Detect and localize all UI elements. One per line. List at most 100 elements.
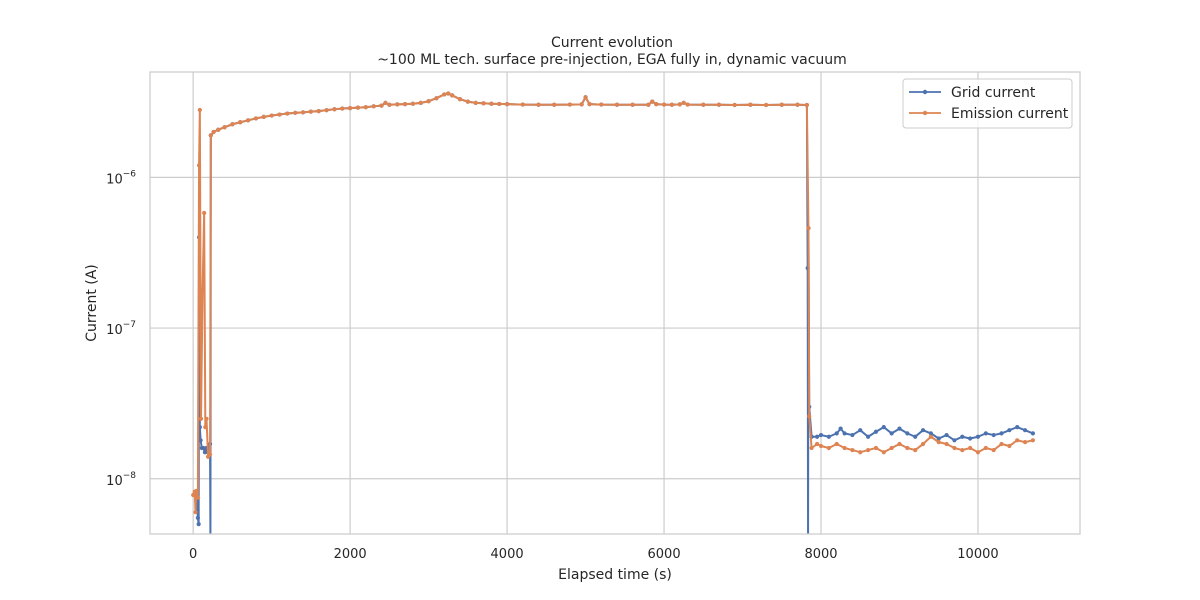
data-point bbox=[889, 431, 894, 436]
grid bbox=[150, 72, 1080, 534]
data-point bbox=[1007, 428, 1012, 433]
data-point bbox=[889, 445, 894, 451]
data-point bbox=[814, 434, 820, 439]
data-point bbox=[1022, 428, 1028, 433]
data-point bbox=[826, 434, 831, 439]
data-point bbox=[202, 450, 208, 455]
data-point bbox=[732, 102, 737, 108]
data-point bbox=[402, 102, 408, 107]
data-point bbox=[905, 431, 910, 436]
y-tick-exponent: −8 bbox=[123, 471, 137, 481]
data-point bbox=[685, 102, 690, 107]
data-point bbox=[418, 100, 423, 105]
data-point bbox=[928, 431, 933, 436]
data-point bbox=[201, 445, 206, 451]
plot-frame bbox=[149, 71, 1081, 535]
data-point bbox=[960, 447, 965, 453]
data-point bbox=[504, 102, 510, 107]
y-tick-label: 10−6 bbox=[106, 169, 136, 187]
data-point bbox=[363, 105, 368, 110]
y-tick-base: 10 bbox=[106, 474, 123, 489]
data-point bbox=[944, 432, 949, 438]
data-point bbox=[208, 133, 213, 138]
data-point bbox=[806, 226, 811, 231]
data-point bbox=[379, 103, 384, 108]
data-point bbox=[348, 106, 353, 111]
data-point bbox=[230, 122, 235, 127]
data-point bbox=[999, 431, 1004, 436]
data-point bbox=[952, 438, 957, 443]
y-tick-exponent: −6 bbox=[123, 169, 137, 179]
data-point bbox=[842, 431, 847, 436]
data-point bbox=[204, 416, 209, 421]
data-point bbox=[269, 113, 274, 118]
data-point bbox=[897, 441, 902, 447]
data-point bbox=[630, 102, 635, 107]
y-tick-base: 10 bbox=[106, 172, 123, 187]
data-point bbox=[897, 426, 902, 431]
series-layer bbox=[191, 91, 1036, 534]
data-point bbox=[579, 102, 584, 107]
data-point bbox=[536, 102, 541, 107]
data-point bbox=[818, 443, 824, 449]
data-point bbox=[191, 492, 196, 498]
data-point bbox=[838, 426, 843, 431]
y-tick-label: 10−7 bbox=[106, 320, 136, 338]
data-point bbox=[195, 495, 200, 500]
data-point bbox=[497, 101, 502, 107]
data-point bbox=[654, 102, 659, 107]
legend-emission-current-marker bbox=[922, 110, 928, 116]
data-point bbox=[434, 96, 439, 101]
data-point bbox=[850, 447, 855, 453]
x-tick-label: 0 bbox=[189, 547, 197, 562]
data-point bbox=[952, 445, 957, 451]
data-point bbox=[599, 102, 604, 107]
data-point bbox=[991, 432, 996, 438]
data-point bbox=[975, 434, 981, 439]
data-point bbox=[198, 438, 203, 443]
data-point bbox=[858, 450, 863, 455]
data-point bbox=[253, 116, 259, 121]
data-point bbox=[481, 101, 486, 106]
data-point bbox=[818, 432, 824, 438]
data-point bbox=[807, 414, 812, 419]
data-point bbox=[1015, 425, 1020, 430]
y-tick-label: 10−8 bbox=[106, 471, 136, 489]
data-point bbox=[277, 112, 282, 117]
data-point bbox=[211, 129, 216, 135]
data-point bbox=[195, 515, 200, 520]
data-point bbox=[920, 441, 926, 447]
data-point bbox=[850, 432, 855, 438]
data-point bbox=[881, 425, 886, 430]
data-point bbox=[520, 102, 525, 107]
data-point bbox=[779, 102, 784, 107]
series-emission-current bbox=[191, 91, 1036, 515]
data-point bbox=[1015, 438, 1020, 443]
data-point bbox=[207, 452, 213, 457]
data-point bbox=[465, 99, 470, 104]
x-tick-label: 8000 bbox=[804, 547, 837, 562]
data-point bbox=[355, 105, 361, 110]
legend: Grid current Emission current bbox=[902, 78, 1073, 129]
data-point bbox=[196, 163, 202, 168]
data-point bbox=[442, 92, 447, 97]
data-point bbox=[196, 522, 201, 527]
y-tick-base: 10 bbox=[106, 323, 123, 338]
data-point bbox=[1030, 438, 1036, 443]
data-point bbox=[960, 434, 965, 439]
data-point bbox=[991, 447, 996, 453]
data-point bbox=[983, 431, 988, 436]
data-point bbox=[473, 100, 478, 105]
x-tick-label: 6000 bbox=[648, 547, 681, 562]
legend-box bbox=[902, 78, 1073, 129]
x-axis-label: Elapsed time (s) bbox=[558, 567, 672, 583]
data-point bbox=[457, 97, 463, 102]
data-point bbox=[316, 109, 321, 114]
data-point bbox=[944, 441, 949, 447]
data-point bbox=[203, 425, 208, 430]
data-point bbox=[701, 102, 706, 107]
legend-grid-current-label: Grid current bbox=[951, 85, 1036, 101]
data-point bbox=[567, 102, 572, 107]
data-point bbox=[1022, 440, 1028, 445]
data-point bbox=[238, 120, 243, 125]
